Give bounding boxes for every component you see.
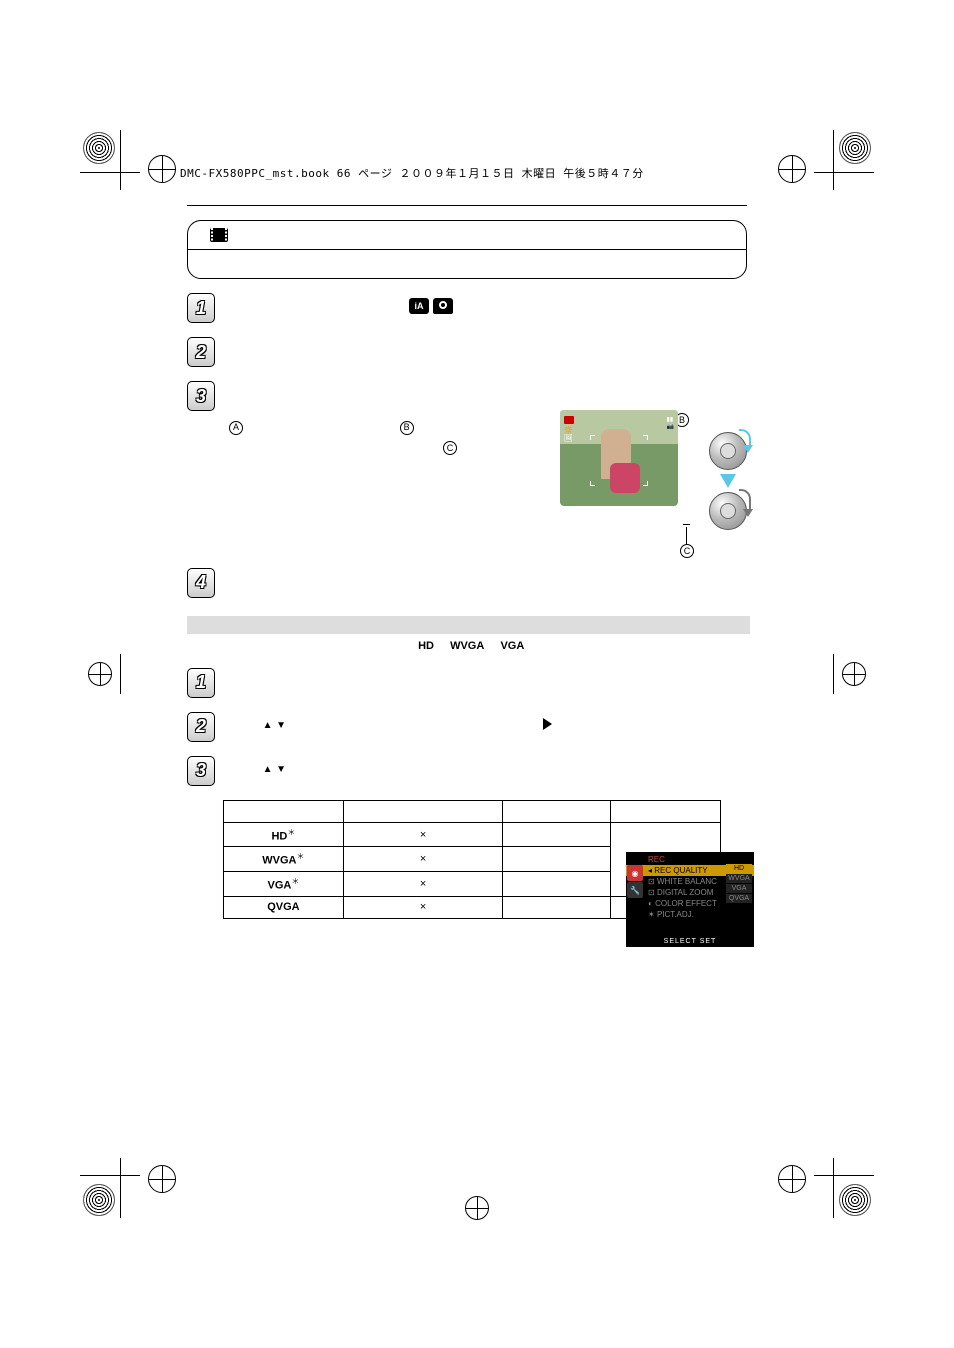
photo-left-icons: 🔆🖼 (564, 416, 574, 442)
ia-mode-icon: iA (409, 298, 429, 314)
sec-step1-text (229, 668, 747, 672)
menu-opt-1: WVGA (726, 874, 752, 883)
cell-picsize: × (343, 847, 503, 872)
table-header-row (224, 800, 721, 822)
up-triangle-icon-2: ▲ (263, 764, 273, 775)
th-2 (503, 800, 611, 822)
shutter-button-diagram (706, 432, 750, 530)
cell-label: VGA＊ (224, 872, 344, 897)
cell-picsize: × (343, 822, 503, 847)
camera-mode-icon (433, 298, 453, 314)
cell-label: WVGA＊ (224, 847, 344, 872)
mode-box (187, 220, 747, 279)
step-badge-1: 1 (187, 293, 215, 323)
step-badge-3: 3 (187, 381, 215, 411)
cell-c3 (503, 872, 611, 897)
sec-step2-text: ▲ ▼ (229, 712, 747, 731)
top-rule (187, 205, 747, 206)
step-1-text: iA (229, 293, 747, 314)
menu-opt-3: QVGA (726, 894, 752, 903)
label-a-inline: A (229, 421, 243, 435)
step-3-detail: A B C (229, 417, 569, 458)
cell-c3 (503, 896, 611, 918)
menu-screenshot: REC ◉ 🔧 ◂ REC QUALITY ⊡ WHITE BALANC ⊡ D… (626, 852, 754, 947)
step-3: 3 (187, 381, 747, 411)
step-2: 2 (187, 337, 747, 367)
shutter-full-icon (709, 492, 747, 530)
th-3 (611, 800, 721, 822)
sec-badge-1: 1 (187, 668, 215, 698)
th-0 (224, 800, 344, 822)
menu-footer: SELECT SET (626, 938, 754, 945)
lbl-vga: VGA (500, 640, 524, 652)
cell-picsize: × (343, 872, 503, 897)
section-subtitle: HD WVGA VGA (187, 640, 747, 652)
sec-step-3: 3 ▲ ▼ (187, 756, 747, 786)
cell-label: QVGA (224, 896, 344, 918)
step-3-text (229, 381, 747, 385)
lbl-wvga: WVGA (450, 640, 484, 652)
right-triangle-icon (543, 718, 552, 730)
arrow-down-icon (720, 474, 736, 488)
lbl-hd: HD (418, 640, 434, 652)
sec-step-2: 2 ▲ ▼ (187, 712, 747, 742)
down-triangle-icon: ▼ (276, 720, 286, 731)
sec-badge-2: 2 (187, 712, 215, 742)
cell-c3 (503, 822, 611, 847)
sec-step-1: 1 (187, 668, 747, 698)
shutter-half-icon (709, 432, 747, 470)
label-c-inline: C (443, 441, 457, 455)
menu-tab-setup-icon: 🔧 (627, 882, 643, 898)
sec-step3-text: ▲ ▼ (229, 756, 747, 775)
step-4: 4 (187, 568, 747, 598)
callout-c: C (680, 544, 694, 558)
menu-tab-rec-icon: ◉ (627, 865, 643, 881)
mode-box-body (188, 250, 746, 278)
step-4-text (229, 568, 747, 572)
menu-item-4: ✶ PICT.ADJ. (626, 909, 754, 920)
mode-box-header (188, 221, 746, 250)
section-heading-bar (187, 616, 750, 634)
cell-c3 (503, 847, 611, 872)
rec-indicator-icon (564, 416, 574, 424)
down-triangle-icon-2: ▼ (276, 764, 286, 775)
up-triangle-icon: ▲ (263, 720, 273, 731)
step-badge-2: 2 (187, 337, 215, 367)
step-badge-4: 4 (187, 568, 215, 598)
table-row: HD＊× (224, 822, 721, 847)
step-2-text (229, 337, 747, 341)
film-icon (210, 228, 228, 242)
cell-label: HD＊ (224, 822, 344, 847)
photo-right-info: ▮▮📷 (667, 416, 674, 430)
sec-badge-3: 3 (187, 756, 215, 786)
cell-picsize: × (343, 896, 503, 918)
th-1 (343, 800, 503, 822)
page-header-meta: DMC-FX580PPC_mst.book 66 ページ ２００９年１月１５日 … (180, 165, 644, 181)
menu-opt-2: VGA (726, 884, 752, 893)
label-b-inline: B (400, 421, 414, 435)
step-1: 1 iA (187, 293, 747, 323)
menu-opt-0: HD (726, 864, 752, 873)
